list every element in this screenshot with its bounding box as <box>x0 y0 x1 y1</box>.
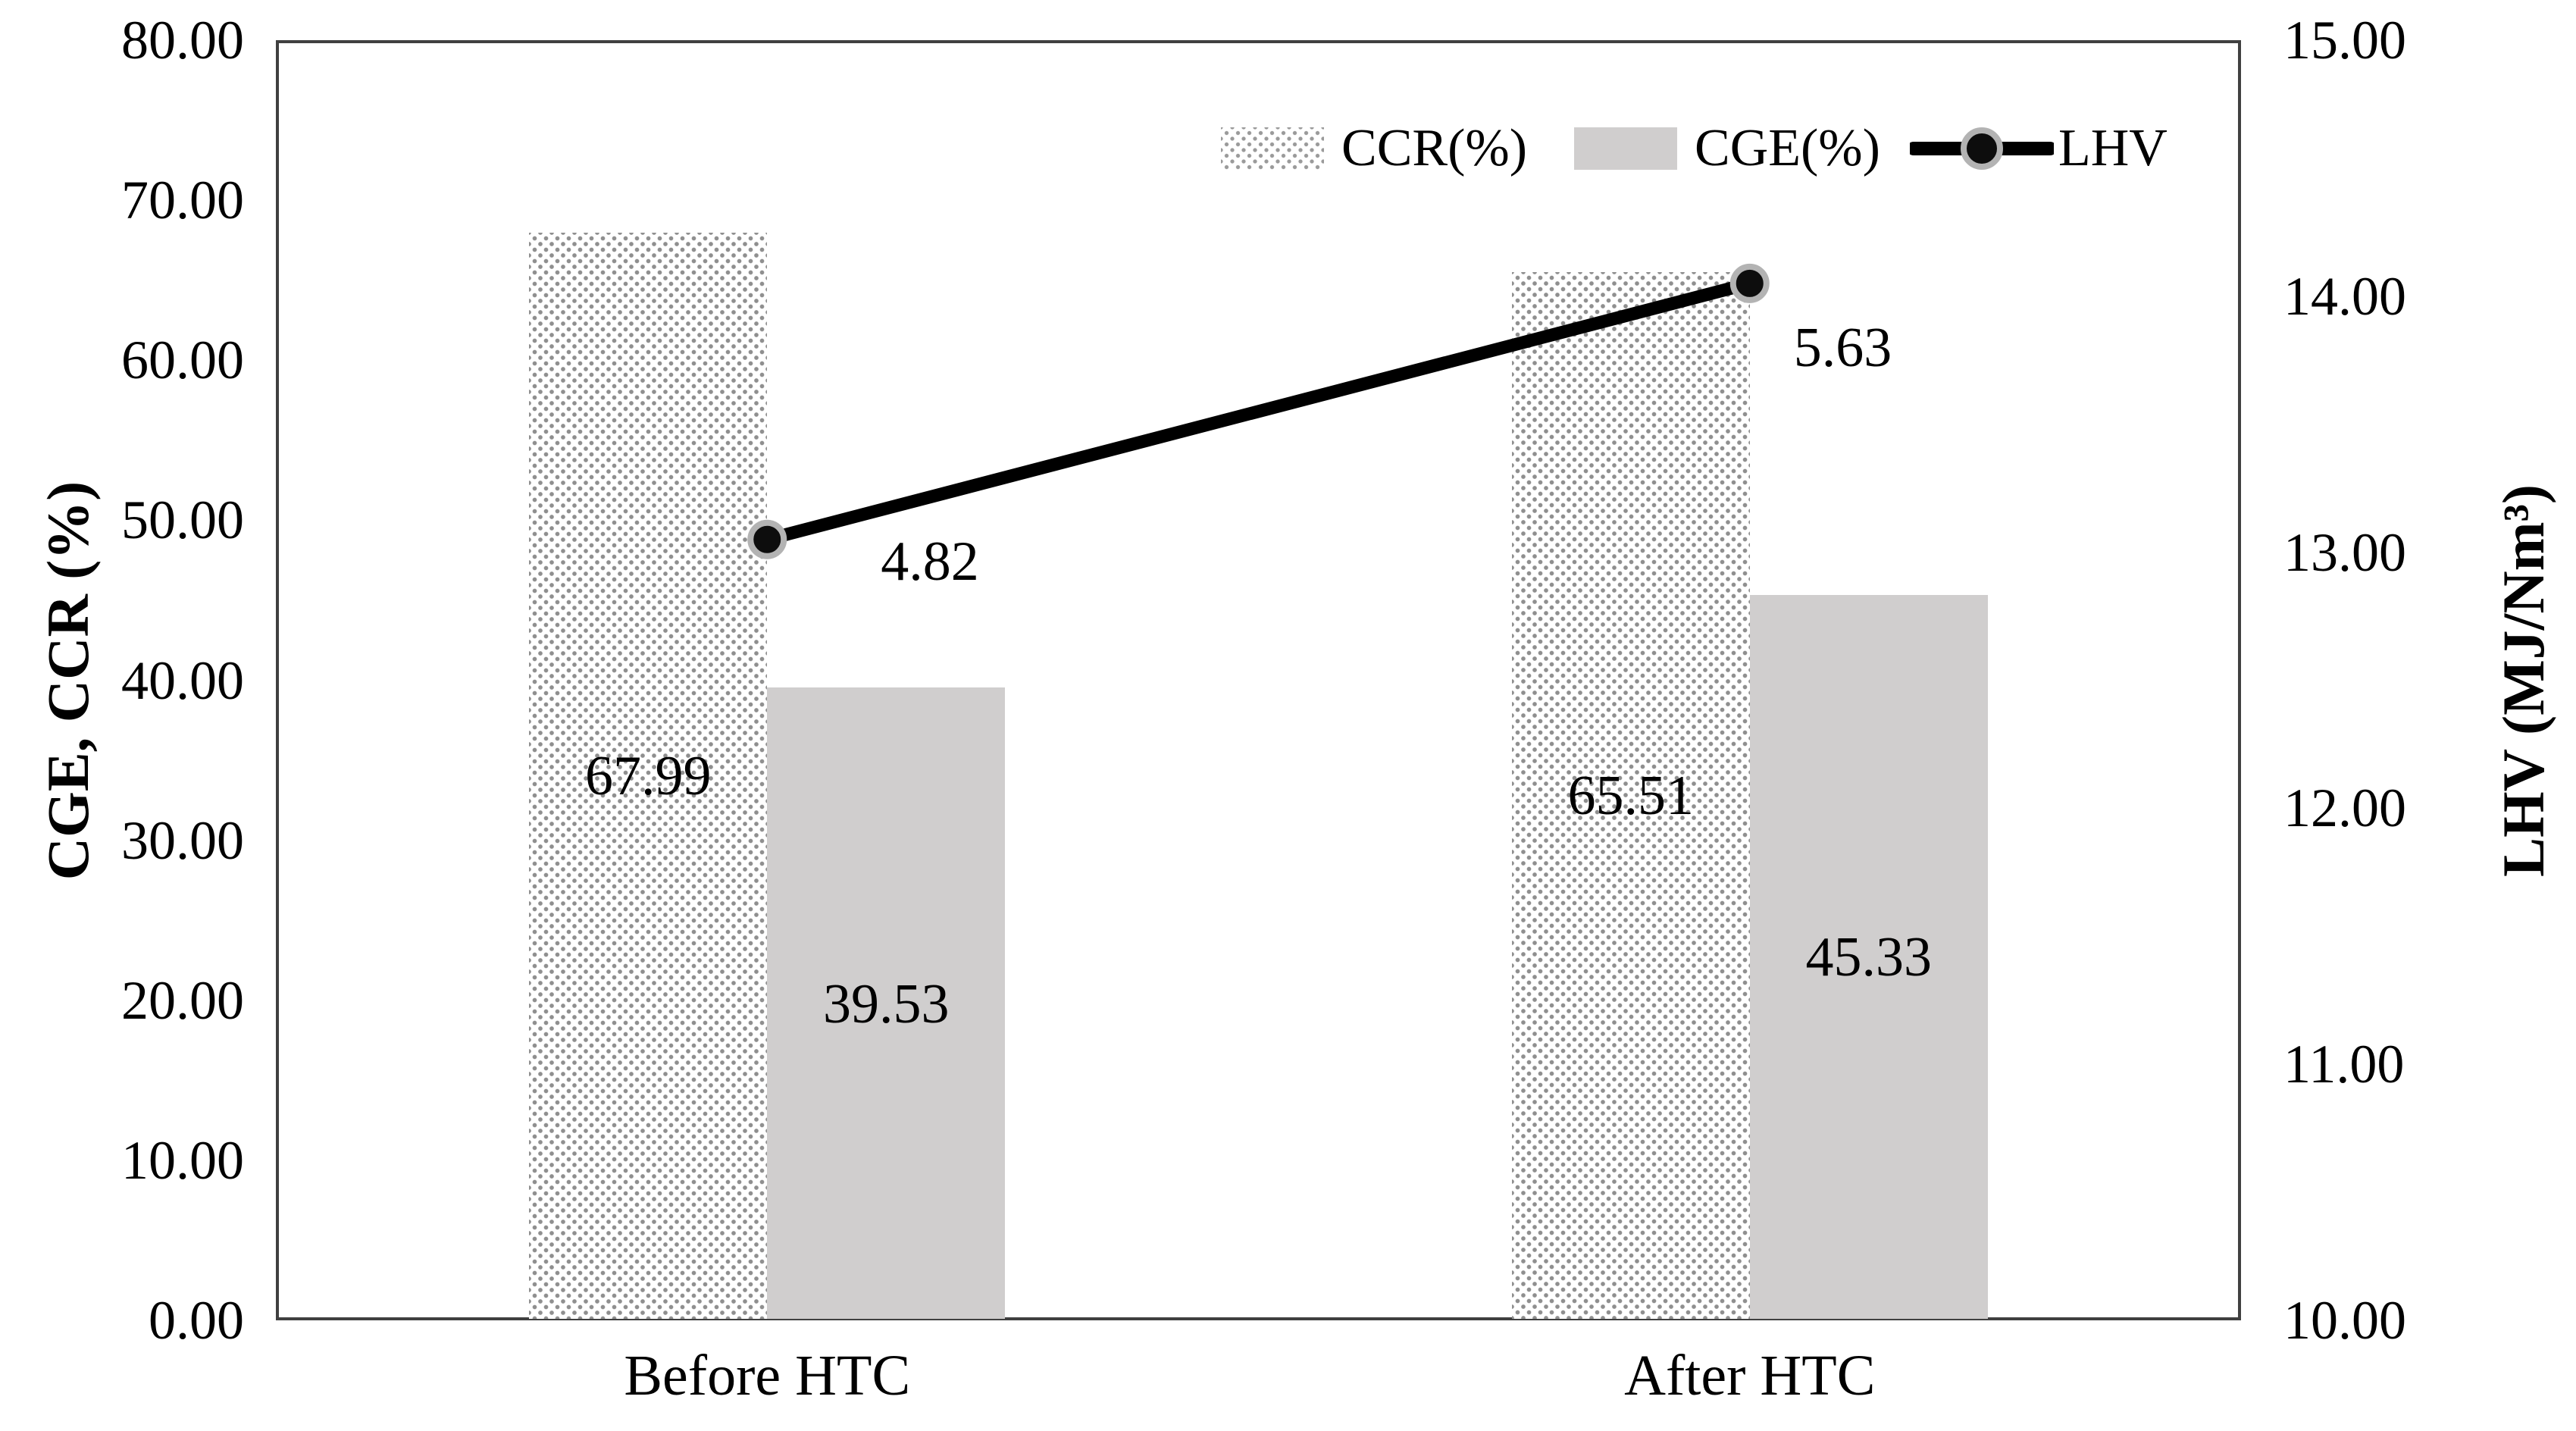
legend-swatch-cge-solid-icon <box>1574 127 1677 170</box>
right-axis-tick-10.00: 10.00 <box>2283 1290 2406 1351</box>
left-axis-tick-70.00: 70.00 <box>121 170 244 231</box>
lhv-value-label-after-htc: 5.63 <box>1793 316 1892 379</box>
right-axis-tick-15.00: 15.00 <box>2283 10 2406 70</box>
right-axis-tick-14.00: 14.00 <box>2283 265 2406 327</box>
lhv-value-label-before-htc: 4.82 <box>881 530 979 593</box>
right-axis-tick-13.00: 13.00 <box>2283 521 2406 583</box>
cge-bar-value-label: 45.33 <box>1805 926 1933 989</box>
left-axis-tick-80.00: 80.00 <box>121 10 244 70</box>
cge-bar-value-label: 39.53 <box>823 972 950 1035</box>
left-axis-tick-20.00: 20.00 <box>121 969 244 1031</box>
category-label-before-htc: Before HTC <box>624 1344 911 1408</box>
category-label-after-htc: After HTC <box>1624 1344 1876 1408</box>
left-axis-tick-60.00: 60.00 <box>121 330 244 391</box>
ccr-bar-value-label: 67.99 <box>585 745 712 808</box>
legend-entry-lhv: LHV <box>2058 119 2168 177</box>
left-axis-tick-30.00: 30.00 <box>121 809 244 871</box>
cge-bar-after-htc <box>1749 594 1988 1319</box>
legend-entry-ccr: CCR(%) <box>1341 119 1527 177</box>
ccr-bar-value-label: 65.51 <box>1567 765 1695 828</box>
left-axis-tick-0.00: 0.00 <box>149 1290 244 1351</box>
left-axis-tick-40.00: 40.00 <box>121 650 244 711</box>
plot-area-border <box>276 40 2241 1320</box>
legend-swatch-ccr-pattern-icon <box>1221 127 1324 170</box>
ccr-bar-before-htc <box>529 232 768 1319</box>
legend-swatch-lhv-line-marker-icon <box>1910 127 2054 170</box>
right-axis-tick-12.00: 12.00 <box>2283 778 2406 839</box>
left-axis-tick-50.00: 50.00 <box>121 490 244 551</box>
left-axis-tick-10.00: 10.00 <box>121 1129 244 1191</box>
cge-bar-before-htc <box>767 687 1006 1319</box>
legend-entry-cge: CGE(%) <box>1695 119 1880 177</box>
right-axis-tick-11.00: 11.00 <box>2283 1034 2405 1095</box>
